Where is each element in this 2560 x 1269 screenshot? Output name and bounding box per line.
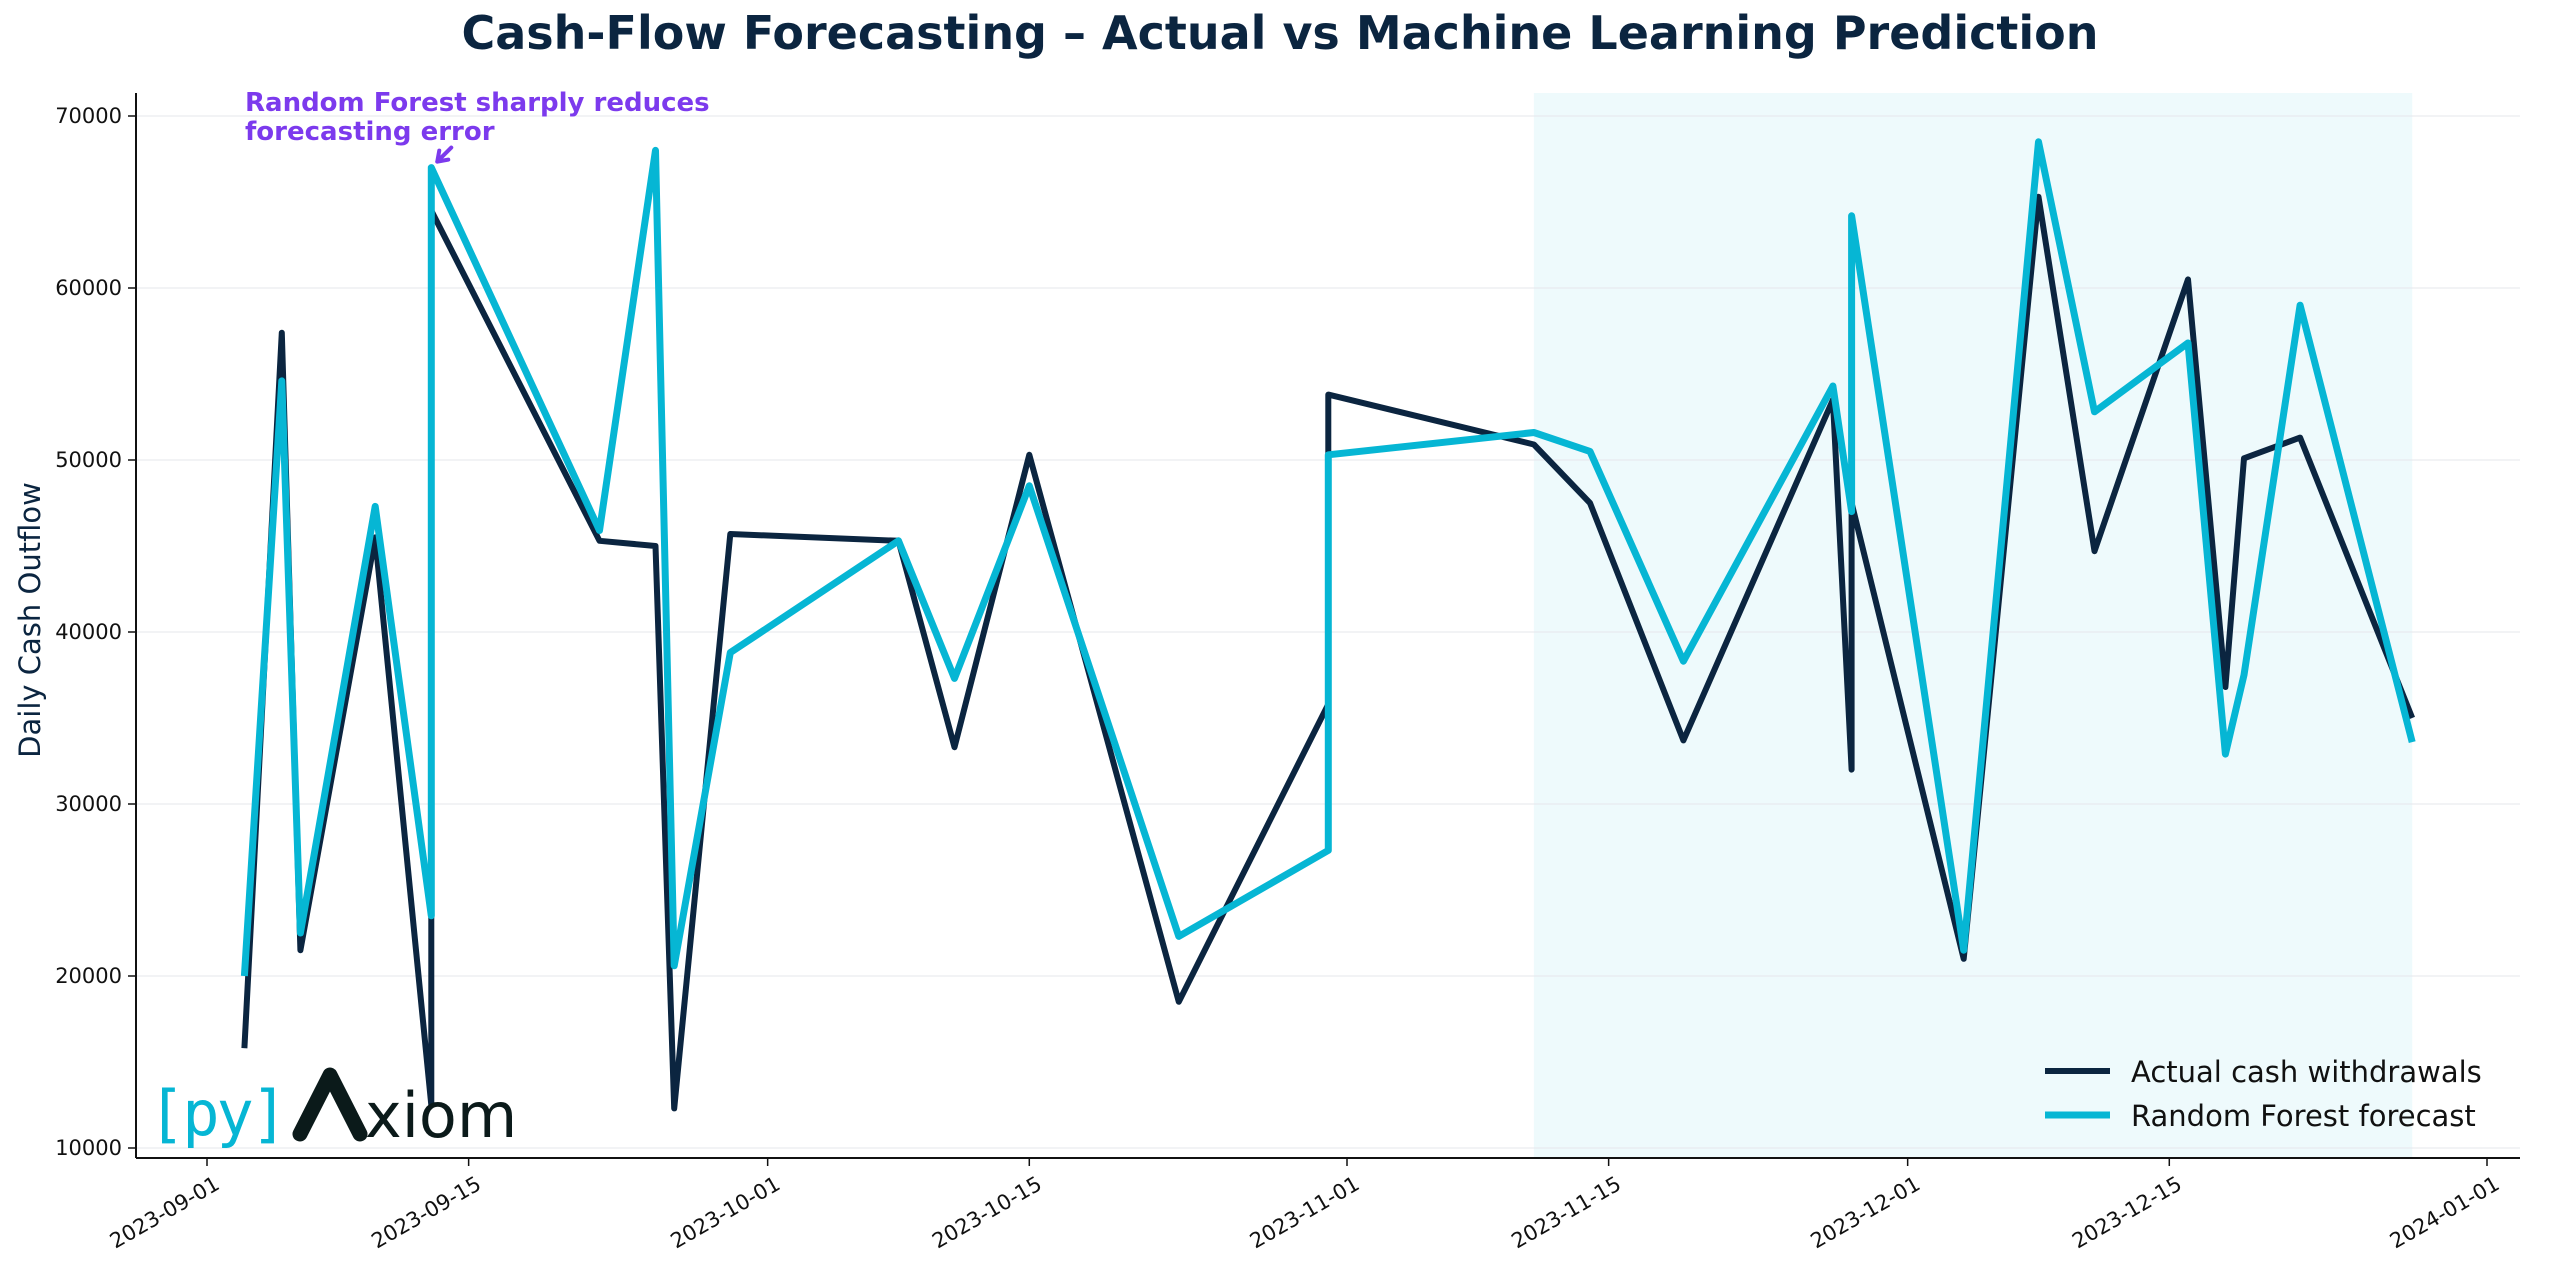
axes (128, 93, 2520, 1166)
legend-label-forecast: Random Forest forecast (2131, 1099, 2476, 1133)
y-axis-label: Daily Cash Outflow (13, 482, 47, 758)
annotation-line-2: forecasting error (245, 117, 495, 147)
shaded-test-period (1533, 93, 2413, 1158)
annotation-arrow-icon (435, 145, 454, 164)
logo-lambda-icon (292, 1067, 368, 1142)
series-lines (240, 138, 2416, 1112)
y-tick-label: 10000 (55, 1136, 122, 1160)
chart-title: Cash-Flow Forecasting – Actual vs Machin… (461, 6, 2099, 60)
y-tick-label: 30000 (55, 792, 122, 816)
pyaxiom-logo: [py] xiom (148, 1067, 517, 1152)
annotation: Random Forest sharply reduces forecastin… (245, 88, 710, 164)
x-tick-label: 2023-09-15 (367, 1172, 485, 1254)
logo-xiom-text: xiom (365, 1079, 517, 1152)
y-tick-label: 20000 (55, 964, 122, 988)
annotation-arrow (435, 145, 454, 164)
legend: Actual cash withdrawals Random Forest fo… (2045, 1055, 2482, 1133)
y-tick-label: 50000 (55, 448, 122, 472)
x-tick-label: 2023-11-15 (1507, 1172, 1625, 1254)
x-tick-label: 2023-12-01 (1806, 1172, 1924, 1254)
x-tick-label: 2023-11-01 (1246, 1172, 1364, 1254)
y-tick-label: 60000 (55, 276, 122, 300)
legend-label-actual: Actual cash withdrawals (2131, 1055, 2482, 1089)
series-line-forecast (240, 138, 2416, 977)
test-period-shading (1533, 93, 2413, 1158)
y-tick-label: 40000 (55, 620, 122, 644)
y-tick-label: 70000 (55, 104, 122, 128)
x-tick-label: 2023-09-01 (106, 1172, 224, 1254)
x-tick-label: 2023-10-01 (666, 1172, 784, 1254)
annotation-line-1: Random Forest sharply reduces (245, 88, 710, 118)
x-tick-label: 2024-01-01 (2386, 1172, 2504, 1254)
x-tick-label: 2023-12-15 (2068, 1172, 2186, 1254)
x-tick-label: 2023-10-15 (928, 1172, 1046, 1254)
logo-py-text: [py] (148, 1077, 288, 1150)
